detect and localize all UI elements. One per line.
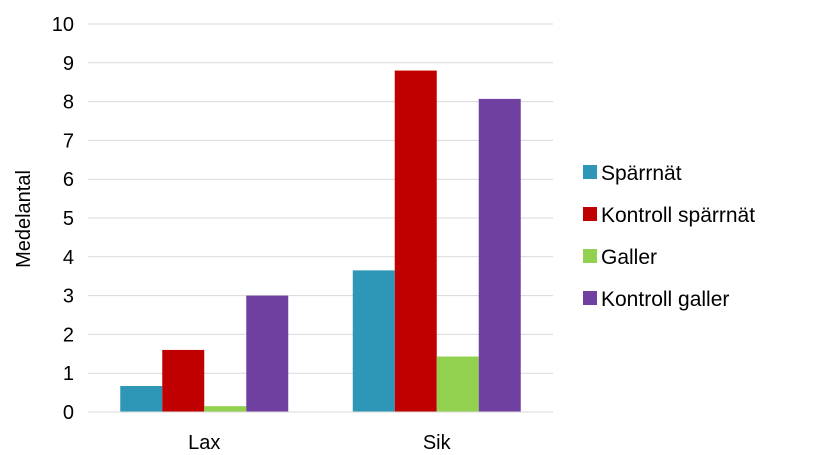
bar-lax-1 [162, 349, 205, 412]
legend-swatch [583, 165, 597, 179]
bar-sik-1 [394, 70, 437, 412]
y-axis-tick-labels: 0 1 2 3 4 5 6 7 8 9 10 [52, 14, 74, 424]
legend-label: Kontroll spärrnät [601, 204, 755, 227]
bar-sik-3 [478, 98, 521, 412]
y-tick-label: 5 [63, 208, 74, 230]
y-tick-label: 3 [63, 286, 74, 308]
bar-sik-0 [352, 270, 395, 412]
legend-swatch [583, 291, 597, 305]
bar-sik-2 [436, 356, 479, 412]
bar-lax-3 [246, 295, 289, 412]
bar-lax-2 [204, 406, 247, 412]
y-tick-label: 10 [52, 14, 74, 36]
legend-label: Kontroll galler [601, 288, 729, 311]
y-tick-label: 6 [63, 169, 74, 191]
x-axis-category-labels: Lax Sik [188, 432, 452, 454]
x-category-label: Sik [423, 432, 452, 454]
y-tick-label: 0 [63, 402, 74, 424]
y-tick-label: 7 [63, 130, 74, 152]
x-category-label: Lax [188, 432, 220, 454]
legend-label: Spärrnät [601, 162, 682, 185]
gridlines [88, 23, 553, 374]
bars [120, 70, 521, 412]
y-tick-label: 2 [63, 324, 74, 346]
y-tick-label: 1 [63, 363, 74, 385]
legend-item: Kontroll galler [583, 288, 729, 311]
legend-item: Kontroll spärrnät [583, 204, 755, 227]
legend-label: Galler [601, 246, 657, 269]
legend-swatch [583, 207, 597, 221]
y-tick-label: 9 [63, 53, 74, 75]
bar-lax-0 [120, 386, 163, 412]
legend: Spärrnät Kontroll spärrnät Galler Kontroll … [583, 162, 755, 311]
legend-item: Spärrnät [583, 162, 682, 185]
y-axis-title: Medelantal [13, 170, 35, 268]
y-tick-label: 4 [63, 247, 74, 269]
y-tick-label: 8 [63, 92, 74, 114]
legend-item: Galler [583, 246, 657, 269]
legend-swatch [583, 249, 597, 263]
